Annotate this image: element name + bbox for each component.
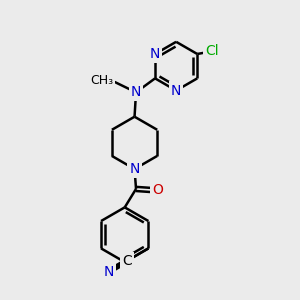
Text: N: N xyxy=(150,47,160,61)
Text: CH₃: CH₃ xyxy=(90,74,113,87)
Text: N: N xyxy=(131,85,141,99)
Text: N: N xyxy=(171,84,181,98)
Text: N: N xyxy=(129,162,140,176)
Text: N: N xyxy=(103,265,114,279)
Text: O: O xyxy=(152,183,163,197)
Text: Cl: Cl xyxy=(205,44,219,58)
Text: C: C xyxy=(122,254,132,268)
